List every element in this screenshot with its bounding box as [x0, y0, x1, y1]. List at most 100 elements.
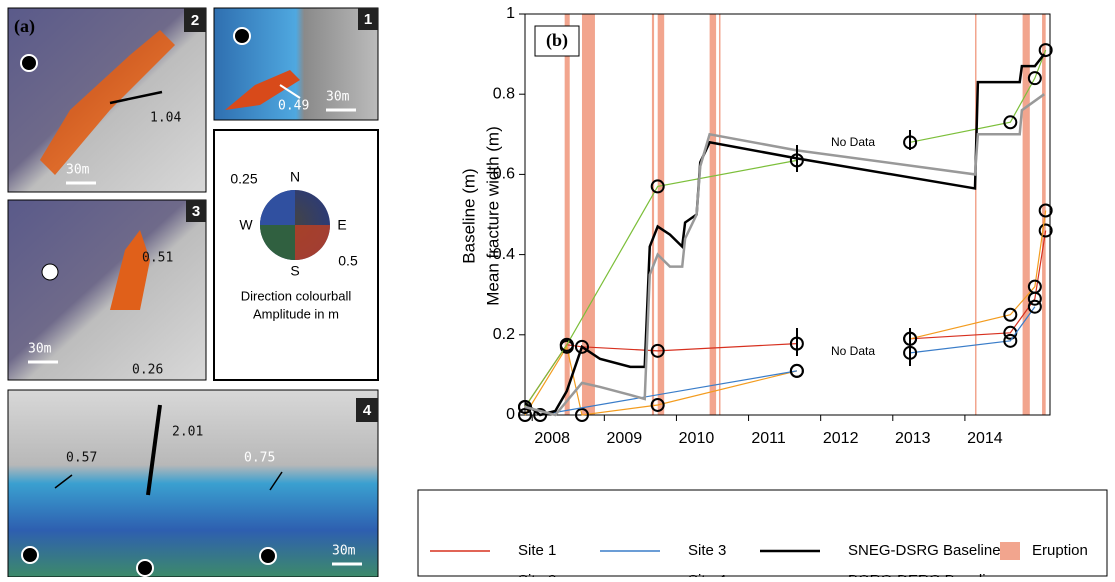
data-point [1003, 333, 1018, 348]
x-tick-label: 2011 [751, 430, 786, 447]
caption: Amplitude in m [253, 306, 339, 321]
amplitude-label: 0.51 [142, 251, 173, 266]
scale-label: 30m [332, 544, 356, 559]
arrow [146, 404, 162, 496]
x-tick-label: 2013 [895, 430, 931, 447]
caption: Direction colourball [241, 288, 352, 303]
legend-box [417, 489, 1108, 577]
data-point [1027, 299, 1042, 314]
legend-label: Site 4 [688, 572, 726, 577]
data-point [1027, 279, 1042, 294]
arrow [269, 471, 283, 491]
image-number: 1 [364, 11, 372, 28]
data-point [518, 408, 532, 422]
x-tick-label: 2009 [607, 430, 643, 447]
series-line [524, 49, 1047, 408]
panel-label: (b) [546, 30, 568, 51]
eruption-band [1022, 14, 1030, 415]
site-marker [233, 27, 251, 45]
y-tick-label: 0.8 [493, 85, 515, 102]
amplitude-label: 0.75 [244, 451, 275, 466]
panel-label: (a) [14, 16, 35, 37]
number-box [356, 398, 378, 422]
data-point [1003, 115, 1018, 130]
arrow [279, 84, 301, 99]
number-box [358, 8, 378, 30]
eruption-band [564, 14, 570, 415]
series-line [524, 53, 1046, 417]
site-marker [21, 546, 39, 564]
x-tick-label: 2010 [679, 430, 715, 447]
site-marker [259, 547, 277, 565]
arrow [54, 474, 73, 489]
site-marker [136, 559, 154, 577]
data-point [1003, 307, 1018, 322]
compass-label: W [239, 217, 253, 233]
amplitude-label: 0.49 [278, 99, 309, 114]
image-4 [7, 389, 379, 578]
eruption-band [709, 14, 717, 415]
amplitude-label: 0.5 [338, 253, 358, 269]
data-point [1027, 71, 1042, 86]
amplitude-label: 1.04 [150, 111, 181, 126]
y-tick-label: 0.6 [493, 166, 515, 183]
eruption-band [718, 14, 721, 415]
data-point [559, 337, 574, 352]
eruption-band [1042, 14, 1046, 415]
eruption-band [975, 14, 977, 415]
image-number: 2 [191, 12, 199, 29]
amplitude-label: 0.25 [230, 171, 257, 187]
colourball-sector [295, 225, 330, 260]
image-number: 4 [363, 402, 372, 419]
data-point [789, 363, 804, 378]
legend-swatch [1000, 542, 1020, 560]
plot-frame [524, 13, 1051, 416]
eruption-band [651, 14, 655, 415]
legend-label: Site 3 [688, 542, 726, 559]
series-line [524, 230, 1047, 408]
legend-label: Site 1 [518, 542, 556, 559]
data-point [650, 343, 665, 358]
deformation-zone [40, 30, 175, 175]
scale-label: 30m [66, 163, 90, 178]
data-point [650, 397, 665, 412]
data-point [533, 408, 548, 422]
plot-area: 0 0.2 0.4 0.6 0.8 1 2008 2009 2010 2011 2012 2013 20… [493, 5, 1053, 447]
legend-label: Site 2 [518, 572, 556, 577]
scale-label: 30m [28, 342, 52, 357]
arrow [109, 90, 163, 105]
data-point [1038, 43, 1053, 58]
data-point [1038, 223, 1053, 238]
compass-label: E [337, 217, 346, 233]
scale-label: 30m [326, 90, 350, 105]
annotation: No Data [831, 135, 875, 149]
data-point [650, 179, 665, 194]
site-marker [20, 54, 38, 72]
site-marker [41, 263, 59, 281]
compass-label: N [290, 169, 300, 185]
eruption-band [581, 14, 595, 415]
eruption-band [657, 14, 665, 415]
colourball-sector [260, 225, 295, 260]
legend-label: Eruption [1032, 542, 1088, 559]
y-tick-label: 0 [506, 406, 515, 423]
colourball-sector [260, 190, 295, 225]
legend-label: BORG-DERG Baseline [848, 572, 1002, 577]
deformation-zone [225, 70, 300, 110]
annotation: No Data [831, 344, 875, 358]
series-line [540, 306, 1036, 416]
y-tick-label: 0.4 [493, 246, 515, 263]
y-tick-label: 0.2 [493, 326, 515, 343]
amplitude-label: 0.26 [132, 363, 163, 378]
y-axis-label: Baseline (m) [459, 168, 478, 263]
compass-label: S [290, 263, 299, 279]
data-point [1038, 203, 1053, 218]
series-line [524, 93, 1045, 417]
x-tick-label: 2012 [823, 430, 859, 447]
x-tick-label: 2014 [967, 430, 1003, 447]
data-point [574, 339, 589, 354]
data-point [574, 408, 589, 422]
number-box [184, 8, 206, 32]
y-axis-label: Mean fracture width (m) [483, 126, 502, 306]
